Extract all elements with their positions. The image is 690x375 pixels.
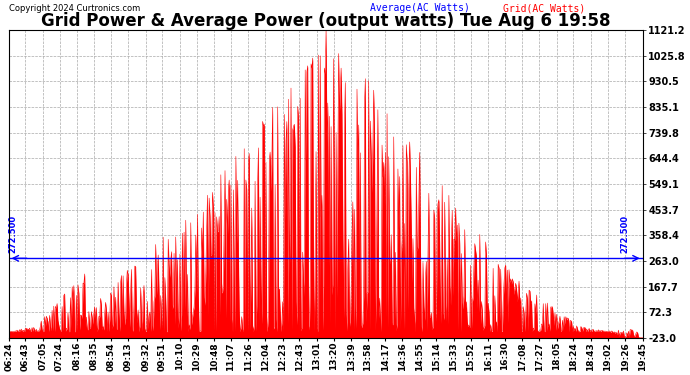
Text: Average(AC Watts): Average(AC Watts)	[370, 3, 470, 13]
Title: Grid Power & Average Power (output watts) Tue Aug 6 19:58: Grid Power & Average Power (output watts…	[41, 12, 611, 30]
Text: 272.500: 272.500	[8, 215, 17, 254]
Text: Grid(AC Watts): Grid(AC Watts)	[503, 3, 585, 13]
Text: Copyright 2024 Curtronics.com: Copyright 2024 Curtronics.com	[9, 4, 140, 13]
Text: 272.500: 272.500	[620, 215, 629, 254]
